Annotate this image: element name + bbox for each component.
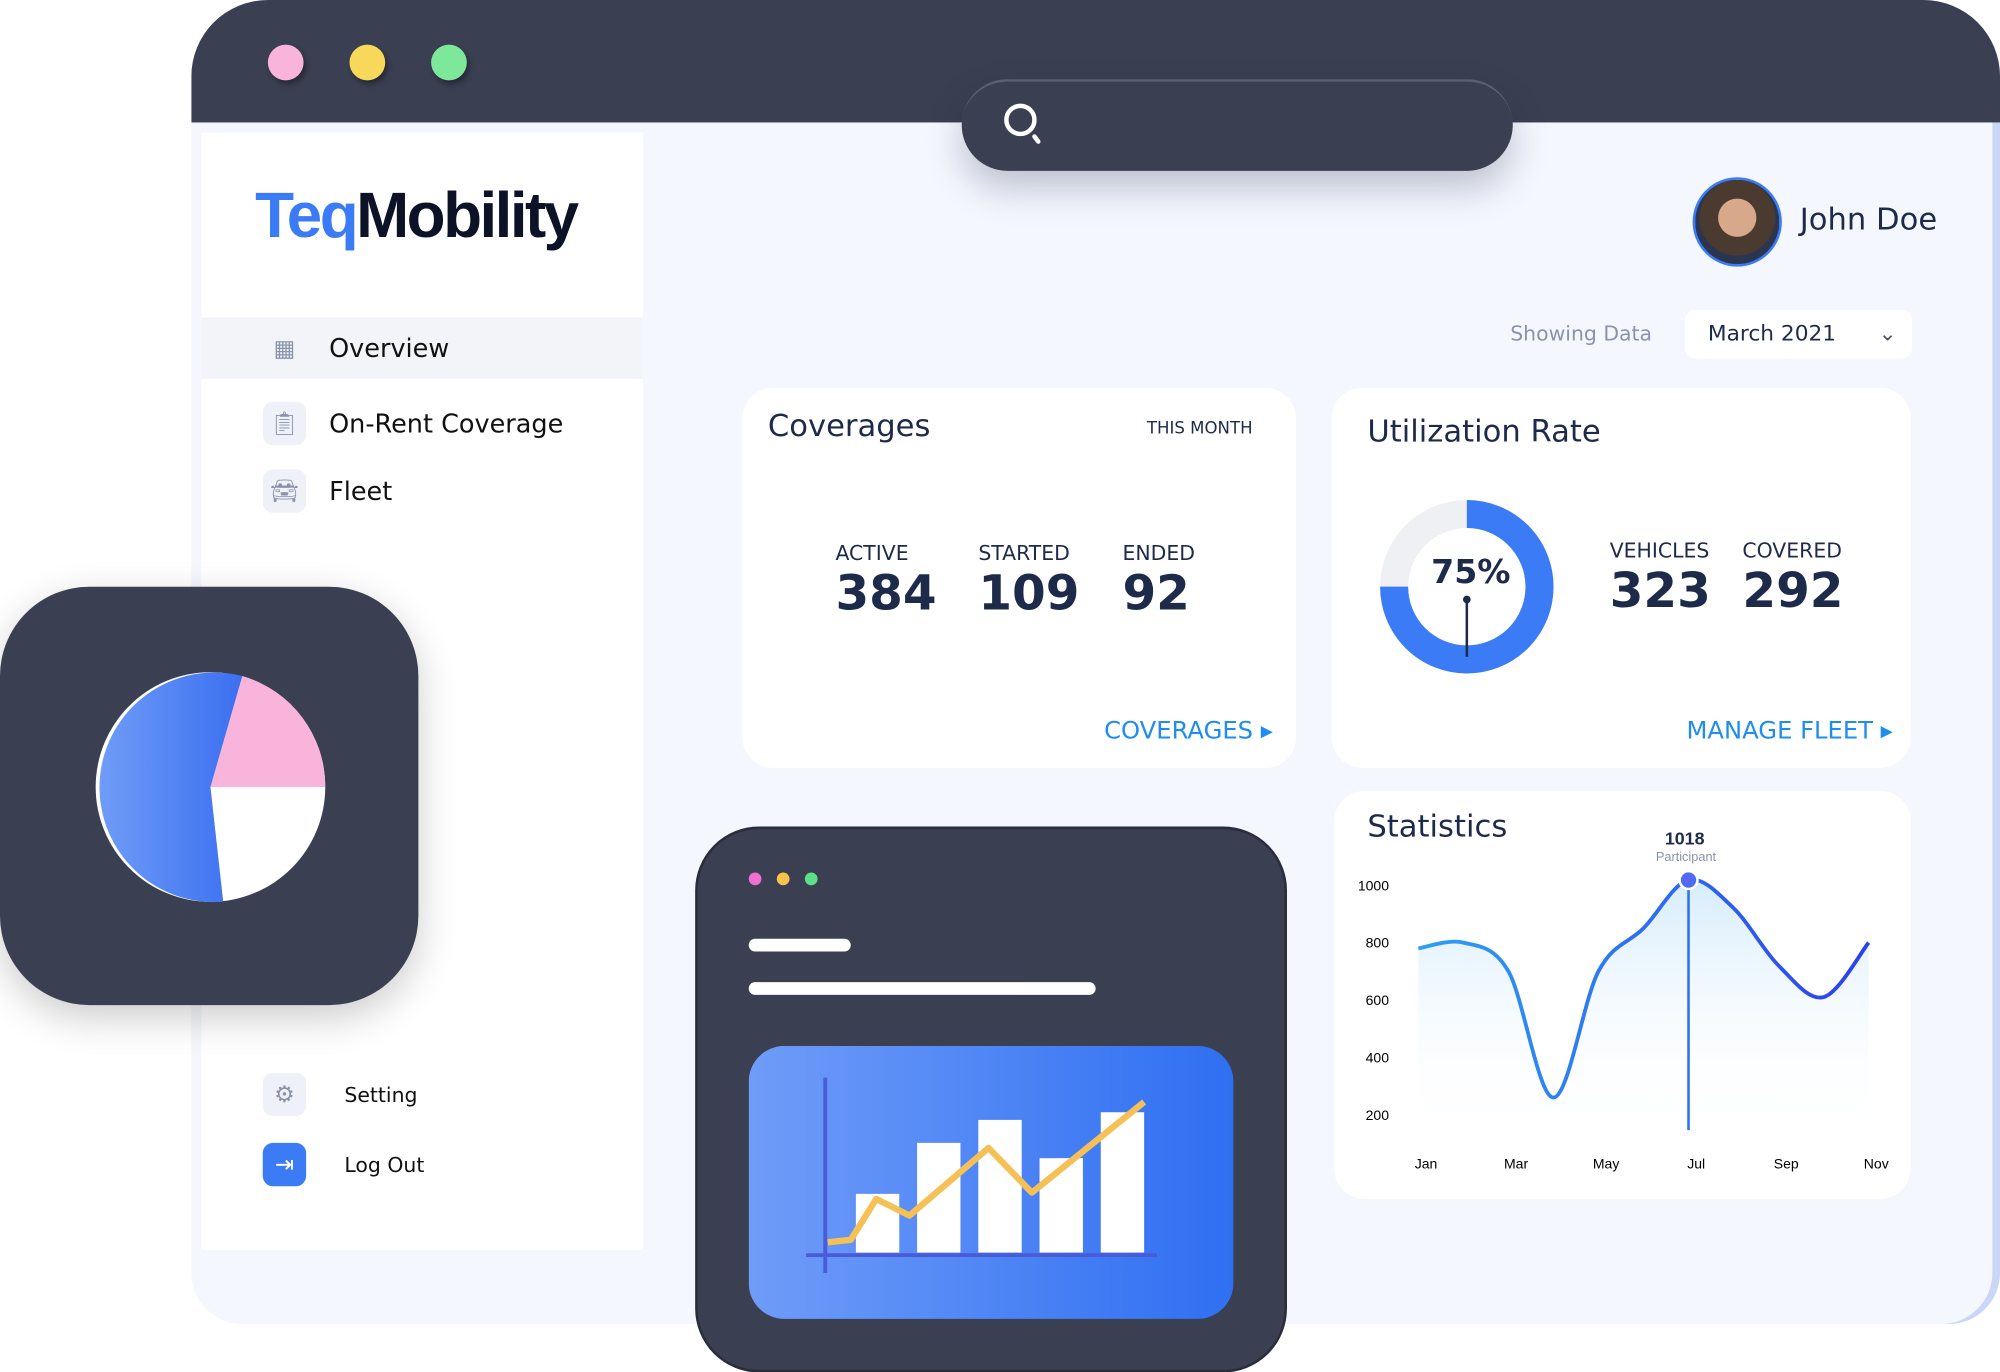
highlight-point (1678, 869, 1699, 891)
search-icon (1004, 103, 1041, 144)
avatar[interactable] (1692, 177, 1782, 267)
chevron-down-icon: ⌄ (1878, 321, 1897, 347)
stat-value: 292 (1742, 562, 1844, 619)
sidebar-item-label: On-Rent Coverage (329, 408, 564, 439)
y-tick-label: 1000 (1358, 877, 1389, 893)
x-tick-label: May (1593, 1155, 1619, 1171)
sidebar-item-label: Log Out (344, 1152, 425, 1177)
card-title: Utilization Rate (1367, 413, 1601, 449)
stat-value: 109 (978, 565, 1080, 622)
chart-line (1418, 877, 1871, 1100)
logo: TeqMobility (255, 179, 579, 252)
stat-label: ENDED (1122, 540, 1195, 566)
sidebar-item-label: Overview (329, 332, 450, 364)
growth-chart-illustration (748, 1045, 1234, 1319)
sidebar-item-logout[interactable]: ⇥ Log Out (202, 1134, 643, 1195)
stat-started: STARTED 109 (978, 541, 1079, 621)
bar-chart-tile (695, 826, 1287, 1372)
manage-fleet-link[interactable]: MANAGE FLEET ▸ (1687, 717, 1893, 745)
utilization-donut (1380, 499, 1554, 674)
minimize-dot[interactable] (349, 44, 386, 81)
y-tick-label: 600 (1366, 992, 1390, 1008)
link-label: COVERAGES (1104, 716, 1254, 745)
y-tick-label: 800 (1366, 935, 1390, 951)
chart-title: Statistics (1367, 808, 1508, 845)
sidebar-item-on-rent-coverage[interactable]: 📋︎ On-Rent Coverage (202, 393, 643, 454)
stat-vehicles: VEHICLES 323 (1610, 538, 1711, 618)
highlight-value: 1018 (1665, 828, 1705, 848)
dashboard-icon: ▦ (273, 334, 296, 362)
donut-label: 75% (1431, 553, 1511, 592)
stat-value: 323 (1609, 562, 1711, 619)
filter-label: Showing Data (1510, 321, 1653, 346)
stat-label: STARTED (978, 540, 1070, 566)
x-tick-label: Jul (1687, 1155, 1705, 1171)
x-tick-label: Nov (1864, 1155, 1889, 1171)
stat-active: ACTIVE 384 (835, 541, 936, 621)
stat-label: VEHICLES (1609, 538, 1710, 563)
sidebar-item-overview[interactable]: ▦ Overview (201, 317, 643, 379)
utilization-card: Utilization Rate 75% VEHICLES 323 COVERED… (1331, 387, 1911, 768)
x-tick-label: Jan (1415, 1155, 1438, 1171)
logout-icon: ⇥ (262, 1142, 307, 1187)
stat-value: 92 (1122, 565, 1190, 622)
stat-value: 384 (835, 565, 937, 622)
stat-ended: ENDED 92 (1122, 541, 1194, 621)
month-select[interactable]: March 2021 ⌄ (1684, 309, 1912, 359)
donut-fill (1380, 499, 1554, 674)
maximize-dot[interactable] (431, 44, 467, 81)
search-bar[interactable] (961, 79, 1513, 171)
sidebar-item-label: Setting (344, 1082, 418, 1107)
clipboard-icon: 📋︎ (262, 401, 307, 446)
month-select-value: March 2021 (1707, 321, 1837, 347)
user-name: John Doe (1799, 201, 1938, 238)
caret-right-icon: ▸ (1880, 716, 1893, 745)
close-dot[interactable] (267, 44, 304, 81)
sidebar-item-setting[interactable]: ⚙ Setting (202, 1064, 643, 1125)
gear-icon: ⚙ (262, 1072, 307, 1117)
y-tick-label: 200 (1366, 1107, 1390, 1123)
coverages-link[interactable]: COVERAGES ▸ (1104, 717, 1273, 745)
y-tick-label: 400 (1366, 1049, 1390, 1065)
chart-area (1418, 879, 1869, 1136)
stat-label: COVERED (1742, 538, 1842, 563)
stat-covered: COVERED 292 (1742, 538, 1843, 618)
x-tick-label: Sep (1774, 1155, 1799, 1171)
stat-label: ACTIVE (835, 540, 909, 566)
highlight-label: Participant (1656, 849, 1717, 864)
x-tick-label: Mar (1504, 1155, 1528, 1171)
card-title: Coverages (767, 408, 931, 444)
car-icon: 🚘︎ (262, 469, 307, 513)
link-label: MANAGE FLEET (1686, 716, 1873, 745)
coverages-card: Coverages THIS MONTH ACTIVE 384 STARTED 10… (742, 387, 1296, 768)
sidebar-item-fleet[interactable]: 🚘︎ Fleet (202, 460, 643, 521)
caret-right-icon: ▸ (1260, 716, 1273, 745)
pie-chart-illustration (95, 672, 326, 903)
sidebar-item-label: Fleet (329, 475, 393, 507)
pie-tile (0, 586, 419, 1006)
period-label: THIS MONTH (1146, 419, 1253, 439)
